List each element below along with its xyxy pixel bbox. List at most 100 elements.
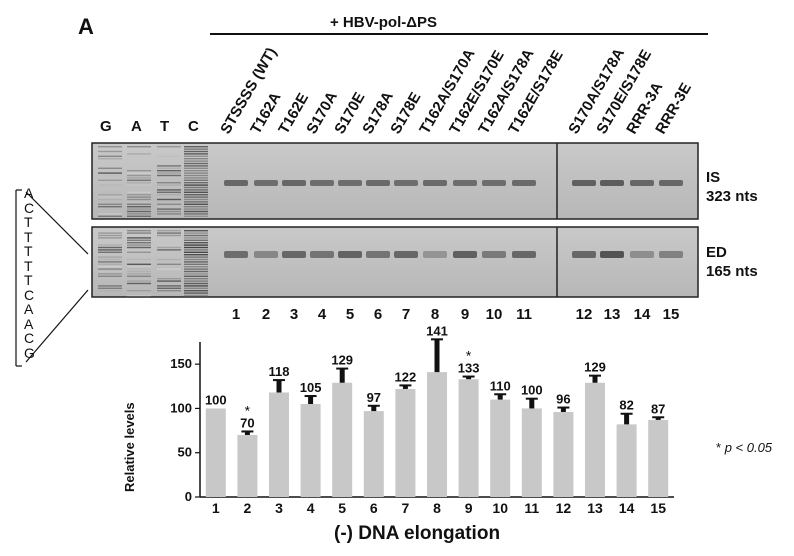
bar-9 [458, 379, 479, 497]
data-label-9: 133 [458, 361, 480, 376]
gel-lane-number-2: 2 [261, 306, 271, 323]
y-tick-label-100: 100 [170, 400, 192, 415]
construct-label: + HBV-pol-ΔPS [330, 14, 438, 31]
data-label-10: 110 [490, 378, 511, 393]
y-tick-label-50: 50 [178, 445, 192, 460]
data-label-14: 82 [619, 398, 633, 413]
category-label-9: 9 [465, 500, 473, 516]
data-label-1: 100 [205, 392, 227, 407]
gel-bands [224, 180, 683, 258]
seq-lane-c: C [188, 118, 199, 135]
bar-10 [490, 399, 511, 497]
data-label-15: 87 [651, 401, 665, 416]
significance-note: * p < 0.05 [716, 440, 772, 455]
data-label-7: 122 [395, 369, 417, 384]
category-label-7: 7 [402, 500, 410, 516]
bar-14 [616, 424, 637, 497]
seq-lane-t: T [160, 118, 170, 135]
bar-3 [269, 392, 289, 497]
data-label-5: 129 [331, 353, 353, 368]
gel-lane-number-9: 9 [460, 306, 470, 323]
y-tick-label-150: 150 [170, 356, 192, 371]
gel-lane-number-11: 11 [516, 306, 532, 323]
seq-lane-g: G [100, 118, 112, 135]
sequence-letter-1: A [24, 185, 34, 201]
bar-7 [395, 388, 416, 497]
data-label-4: 105 [300, 380, 322, 395]
category-label-13: 13 [587, 500, 603, 516]
gel-lane-number-15: 15 [662, 306, 680, 323]
gel-lane-number-13: 13 [603, 306, 621, 323]
bar-5 [332, 382, 353, 497]
gel-lane-number-14: 14 [633, 306, 651, 323]
construct-bracket-line [210, 33, 708, 35]
seq-lane-a: A [131, 118, 142, 135]
sequence-letter-6: T [24, 257, 33, 274]
sequence-letter-7: T [24, 272, 33, 288]
data-label-2: 70 [240, 415, 254, 430]
y-tick-label-0: 0 [185, 489, 192, 504]
gel-lane-number-6: 6 [373, 306, 383, 323]
band-is-size: 323 nts [706, 188, 758, 205]
category-label-6: 6 [370, 500, 378, 516]
sequence-letter-10: A [24, 315, 34, 332]
gel-lane-number-12: 12 [575, 306, 593, 323]
band-ed-name: ED [706, 244, 727, 261]
category-label-3: 3 [275, 500, 283, 516]
data-label-8: 141 [426, 323, 448, 338]
sequencing-ladders [98, 146, 208, 297]
gel-lane-number-8: 8 [430, 306, 440, 323]
category-label-2: 2 [244, 500, 252, 516]
category-label-15: 15 [650, 500, 666, 516]
panel-letter: A [78, 14, 94, 39]
sequence-letter-2: C [24, 199, 35, 216]
category-label-11: 11 [524, 500, 539, 516]
gel-lane-number-5: 5 [345, 306, 355, 323]
chart-ylabel: Relative levels [122, 402, 137, 492]
significance-star-2: * [245, 402, 251, 418]
category-label-10: 10 [492, 500, 508, 516]
bar-12 [553, 411, 574, 497]
bracket-line-bottom [25, 289, 89, 363]
bar-6 [363, 411, 384, 497]
category-label-12: 12 [556, 500, 572, 516]
sequence-letter-5: T [24, 243, 33, 259]
category-label-1: 1 [212, 500, 220, 516]
data-label-11: 100 [521, 383, 543, 398]
bar-1 [205, 408, 226, 497]
category-label-8: 8 [433, 500, 441, 516]
sequence-letter-8: C [24, 286, 35, 303]
bar-2 [237, 435, 258, 497]
significance-star-9: * [466, 348, 472, 364]
sequence-letter-11: C [24, 330, 35, 346]
sequence-letter-12: G [24, 344, 35, 361]
bar-4 [300, 404, 321, 497]
significance-star: * [716, 440, 722, 455]
category-label-14: 14 [619, 500, 635, 516]
gel-lane-number-1: 1 [231, 306, 241, 323]
data-label-6: 97 [367, 390, 381, 405]
gel-lane-number-4: 4 [317, 306, 327, 323]
bar-15 [648, 419, 669, 497]
category-label-5: 5 [338, 500, 346, 516]
data-label-3: 118 [269, 364, 290, 379]
sequence-letter-3: T [24, 214, 33, 230]
category-label-4: 4 [307, 500, 315, 516]
band-ed-size: 165 nts [706, 263, 758, 280]
bar-13 [585, 382, 605, 497]
gel-lane-number-3: 3 [289, 306, 299, 323]
data-label-13: 129 [584, 360, 606, 375]
chart-xlabel: (-) DNA elongation [334, 523, 501, 544]
sequence-letter-9: A [24, 301, 34, 317]
sequence-letter-4: T [24, 228, 33, 245]
data-label-12: 96 [556, 392, 570, 407]
gel-lane-number-7: 7 [401, 306, 411, 323]
significance-text: p < 0.05 [724, 440, 773, 455]
bracket-line-top [25, 191, 89, 255]
bar-8 [427, 372, 447, 497]
bar-11 [521, 408, 542, 497]
band-is-name: IS [706, 169, 721, 186]
